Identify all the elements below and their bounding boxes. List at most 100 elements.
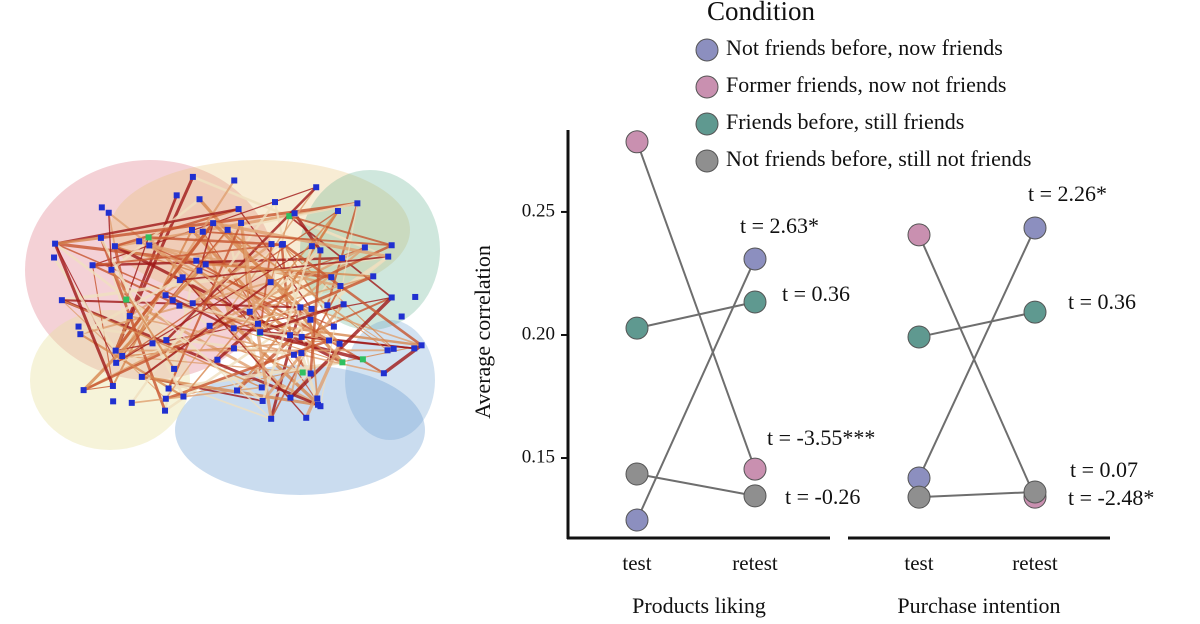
brain-connection <box>107 212 116 247</box>
brain-connection <box>288 215 392 247</box>
brain-connection <box>148 244 197 262</box>
brain-connection <box>108 212 113 270</box>
brain-node <box>165 385 172 392</box>
brain-node <box>214 356 221 363</box>
brain-node <box>388 294 395 301</box>
brain-connection <box>110 198 201 271</box>
brain-connection <box>138 240 330 342</box>
brain-node <box>354 200 361 207</box>
annotation: t = 0.36 <box>782 281 850 306</box>
brain-connection <box>91 265 114 387</box>
brain-node <box>80 387 87 394</box>
brain-connection <box>249 275 374 313</box>
series-line <box>636 473 756 497</box>
brain-node <box>315 401 322 408</box>
brain-connection <box>233 327 343 363</box>
annotation: t = 2.63* <box>740 213 819 238</box>
brain-connection <box>198 222 214 271</box>
legend-label: Friends before, still friends <box>726 109 964 134</box>
brain-node <box>313 184 320 191</box>
brain-node <box>339 255 346 262</box>
brain-connection <box>182 210 339 398</box>
series-line <box>918 490 1036 499</box>
brain-node <box>259 397 266 404</box>
brain-node <box>173 192 180 199</box>
annotation: t = -3.55*** <box>767 425 875 450</box>
brain-connection <box>227 229 388 351</box>
y-tick-label: 0.20 <box>522 323 555 344</box>
brain-node <box>380 370 387 377</box>
data-point <box>1023 216 1047 240</box>
brain-node <box>287 394 294 401</box>
brain-node <box>202 261 209 268</box>
brain-connection <box>235 318 312 392</box>
brain-image <box>25 160 440 495</box>
brain-node <box>361 244 368 251</box>
brain-node <box>411 345 418 352</box>
brain-connection <box>131 386 262 404</box>
brain-node <box>162 395 169 402</box>
data-point <box>907 223 931 247</box>
y-tick-label: 0.25 <box>522 200 555 221</box>
brain-node <box>303 414 310 421</box>
x-tick-label: retest <box>732 551 778 575</box>
brain-connection <box>301 336 330 341</box>
data-point <box>743 457 767 481</box>
annotation: t = 0.36 <box>1068 289 1136 314</box>
brain-node <box>163 337 170 344</box>
brain-connection <box>141 281 272 378</box>
legend-marker <box>695 149 719 173</box>
brain-connection <box>82 263 207 392</box>
series-line <box>636 258 756 521</box>
data-point <box>743 247 767 271</box>
brain-node <box>238 219 245 226</box>
brain-node <box>126 313 133 320</box>
brain-node <box>388 242 395 249</box>
brain-node <box>224 226 231 233</box>
brain-node <box>337 282 344 289</box>
brain-node <box>128 399 135 406</box>
brain-connection <box>309 319 319 399</box>
brain-node <box>169 297 176 304</box>
brain-node <box>146 242 153 249</box>
brain-node <box>109 382 116 389</box>
brain-node <box>189 173 196 180</box>
brain-region <box>175 365 425 495</box>
brain-node <box>145 234 152 241</box>
legend-title: Condition <box>707 0 816 26</box>
brain-node <box>180 393 187 400</box>
data-point <box>907 325 931 349</box>
brain-node <box>210 220 217 227</box>
brain-connection <box>52 256 117 352</box>
brain-node <box>390 345 397 352</box>
brain-node <box>308 243 315 250</box>
brain-node <box>119 352 126 359</box>
brain-connection <box>83 385 113 391</box>
brain-node <box>196 267 203 274</box>
brain-node <box>206 322 213 329</box>
brain-connection <box>168 360 343 391</box>
brain-node <box>123 296 130 303</box>
brain-node <box>97 234 104 241</box>
brain-node <box>188 227 195 234</box>
data-point <box>1023 300 1047 324</box>
brain-node <box>340 301 347 308</box>
data-point <box>907 485 931 509</box>
brain-connection <box>92 256 343 267</box>
brain-node <box>291 210 298 217</box>
brain-node <box>385 253 392 260</box>
brain-node <box>149 340 156 347</box>
brain-node <box>199 228 206 235</box>
brain-node <box>171 365 178 372</box>
brain-node <box>246 308 253 315</box>
brain-connection <box>167 222 243 389</box>
brain-node <box>298 350 305 357</box>
brain-node <box>412 293 419 300</box>
data-point <box>625 316 649 340</box>
series-line <box>918 234 1036 498</box>
data-point <box>625 130 649 154</box>
brain-connection <box>179 255 389 281</box>
brain-node <box>51 254 58 261</box>
brain-node <box>52 240 59 247</box>
